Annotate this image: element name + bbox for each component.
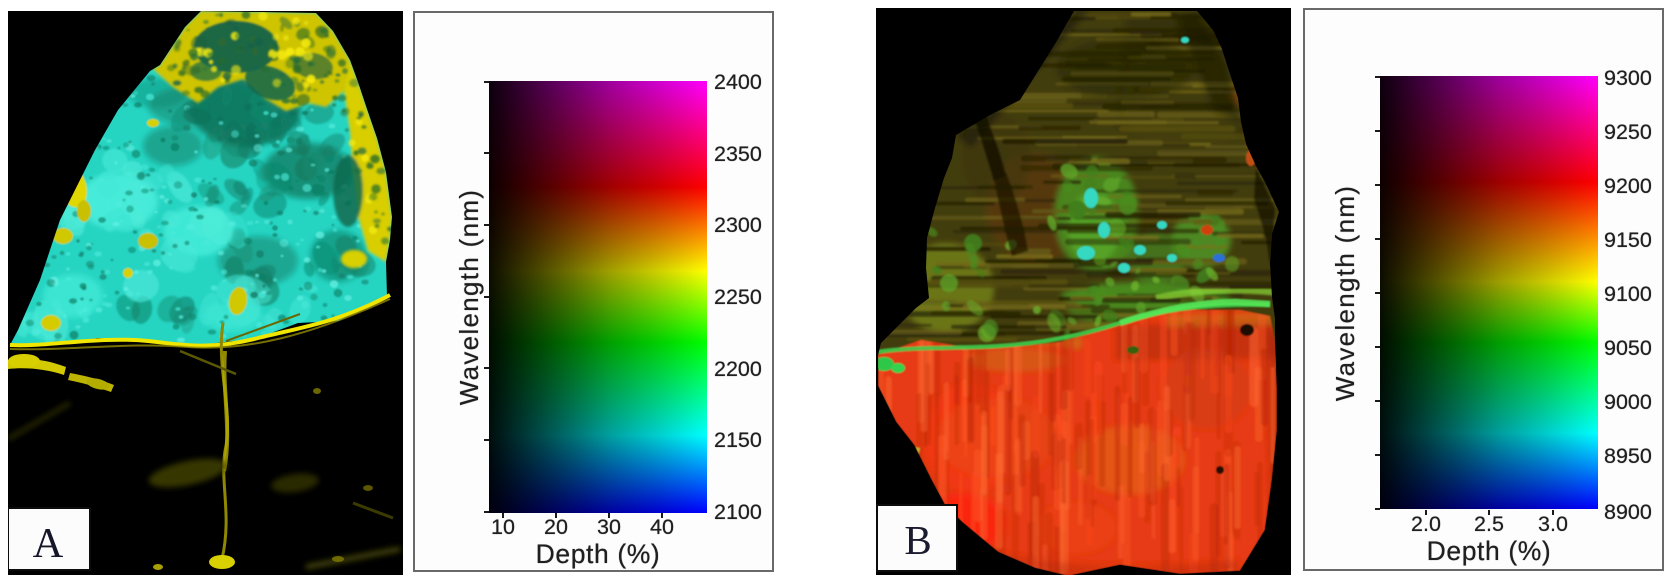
svg-text:A: A xyxy=(33,520,64,567)
svg-text:B: B xyxy=(904,517,931,563)
